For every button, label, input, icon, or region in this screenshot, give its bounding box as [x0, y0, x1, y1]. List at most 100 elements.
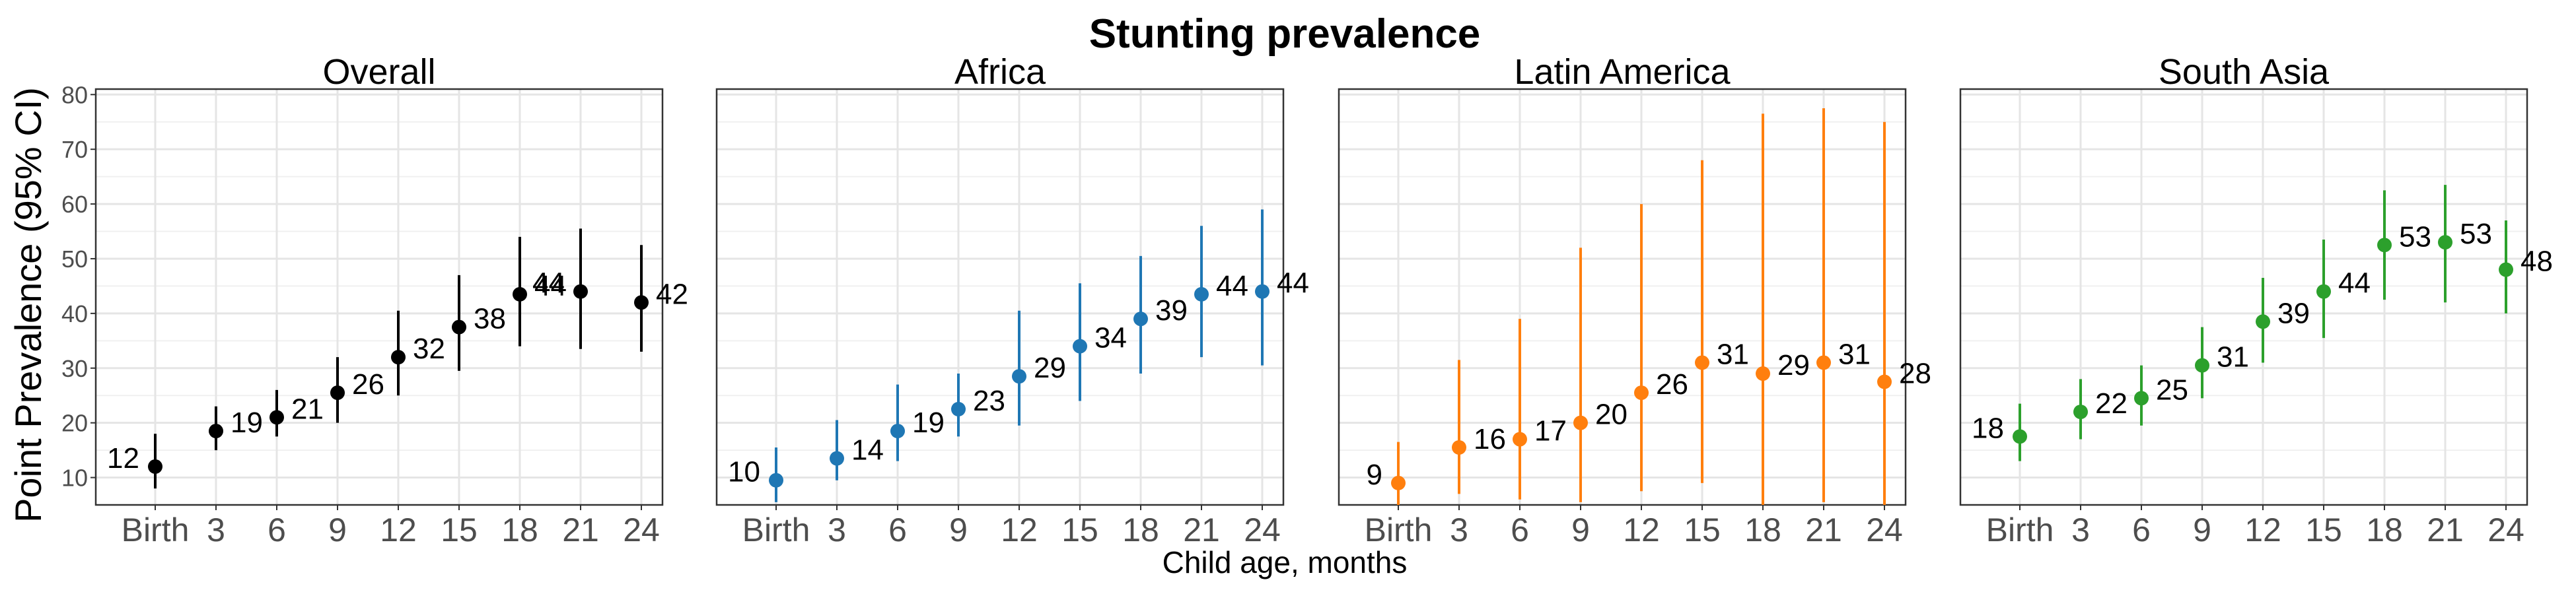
x-tick-label: 24	[623, 512, 660, 548]
y-tick-label: 70	[61, 136, 88, 163]
panel-border	[715, 88, 1285, 506]
x-tick-label: Birth	[1986, 512, 2054, 548]
x-tick-label: 9	[328, 512, 347, 548]
y-tick-label: 60	[61, 191, 88, 218]
data-point	[1073, 339, 1087, 354]
x-tick-label: 12	[380, 512, 417, 548]
y-tick-label: 30	[61, 355, 88, 382]
data-point	[2377, 238, 2392, 253]
data-point	[1877, 374, 1892, 389]
data-label: 44	[534, 270, 567, 302]
data-label: 22	[2095, 387, 2128, 420]
x-tick-label: 24	[1866, 512, 1903, 548]
panel-south-asia: South Asia Birth 3 6 9 12 15 18 21 24 18 22 25 31 39 44…	[1959, 52, 2553, 548]
data-label: 16	[1474, 423, 1506, 455]
data-point	[2438, 235, 2452, 250]
x-axis-label: Child age, months	[1163, 545, 1408, 579]
x-tick-label: 12	[2244, 512, 2281, 548]
data-label: 39	[1155, 294, 1188, 327]
data-label: 12	[107, 442, 139, 475]
x-tick-label: 21	[1183, 512, 1220, 548]
y-tick-label: 10	[61, 465, 88, 492]
data-label: 38	[474, 303, 506, 335]
data-label: 20	[1595, 399, 1628, 431]
data-point	[1391, 475, 1406, 490]
data-label: 26	[1656, 368, 1688, 401]
data-point	[2256, 314, 2270, 329]
data-point	[573, 284, 588, 299]
data-point	[951, 401, 966, 416]
data-label: 23	[973, 385, 1005, 417]
x-tick-label: 21	[1805, 512, 1842, 548]
panel-border	[94, 88, 664, 506]
data-point	[1634, 385, 1649, 401]
x-tick-label: 18	[501, 512, 538, 548]
x-tick-label: 9	[2193, 512, 2211, 548]
x-tick-label: 12	[1001, 512, 1038, 548]
y-tick-label: 20	[61, 410, 88, 437]
x-tick-label: 18	[1744, 512, 1781, 548]
data-label: 44	[2338, 267, 2371, 300]
data-point	[391, 350, 406, 365]
data-label: 14	[851, 434, 884, 467]
x-tick-label: 6	[2132, 512, 2151, 548]
data-point	[2073, 405, 2088, 420]
data-point	[1255, 284, 1270, 299]
data-label: 31	[2217, 341, 2249, 374]
panel-border	[1338, 88, 1907, 506]
x-tick-label: 18	[2366, 512, 2403, 548]
data-label: 31	[1717, 338, 1749, 370]
data-point	[1513, 432, 1527, 447]
data-label: 48	[2521, 246, 2553, 278]
y-axis-label: Point Prevalence (95% CI)	[7, 87, 49, 523]
data-label: 17	[1534, 415, 1567, 447]
data-label: 31	[1838, 338, 1871, 370]
data-point	[769, 473, 783, 488]
x-tick-label: 9	[949, 512, 968, 548]
panel-overall: Overall 10 20 30 40 50 60 70 80 Birth 3 6 9 12 15 18 21 2…	[61, 52, 688, 548]
data-point	[2013, 429, 2027, 444]
panel-title: South Asia	[2159, 52, 2330, 92]
data-label: 53	[2399, 220, 2431, 253]
x-tick-label: Birth	[122, 512, 190, 548]
data-point	[513, 286, 527, 302]
x-tick-label: Birth	[1365, 512, 1433, 548]
data-point	[1012, 369, 1026, 384]
x-tick-label: 21	[2427, 512, 2464, 548]
data-label: 29	[1777, 349, 1810, 381]
x-tick-label: 24	[1244, 512, 1281, 548]
x-tick-label: 24	[2487, 512, 2524, 548]
facet-panels: Overall 10 20 30 40 50 60 70 80 Birth 3 6 9 12 15 18 21 2…	[61, 52, 2553, 548]
data-label: 39	[2277, 297, 2310, 329]
data-point	[2134, 391, 2149, 406]
data-point	[148, 459, 162, 474]
data-point	[1133, 312, 1148, 327]
x-tick-label: 6	[888, 512, 907, 548]
data-point	[1452, 440, 1466, 455]
data-label: 44	[1216, 270, 1248, 302]
data-label: 18	[1972, 412, 2004, 444]
y-tick-label: 50	[61, 246, 88, 273]
data-point	[634, 295, 649, 310]
data-label: 28	[1899, 357, 1931, 389]
x-tick-label: 6	[268, 512, 286, 548]
figure-title: Stunting prevalence	[1089, 11, 1481, 57]
data-label: 19	[912, 407, 945, 439]
data-label: 42	[656, 278, 688, 310]
data-point	[330, 385, 345, 401]
data-point	[2316, 284, 2331, 299]
data-point	[452, 319, 466, 335]
data-point	[2499, 262, 2513, 277]
data-label: 53	[2460, 218, 2492, 250]
y-tick-label: 80	[61, 81, 88, 108]
x-tick-label: 15	[441, 512, 478, 548]
panel-title: Latin America	[1514, 52, 1731, 92]
x-tick-label: 3	[207, 512, 225, 548]
data-label: 10	[728, 456, 760, 488]
x-tick-label: 21	[562, 512, 599, 548]
x-tick-label: 15	[2305, 512, 2342, 548]
data-point	[269, 410, 284, 425]
x-tick-label: 18	[1122, 512, 1159, 548]
data-label: 9	[1367, 459, 1382, 491]
